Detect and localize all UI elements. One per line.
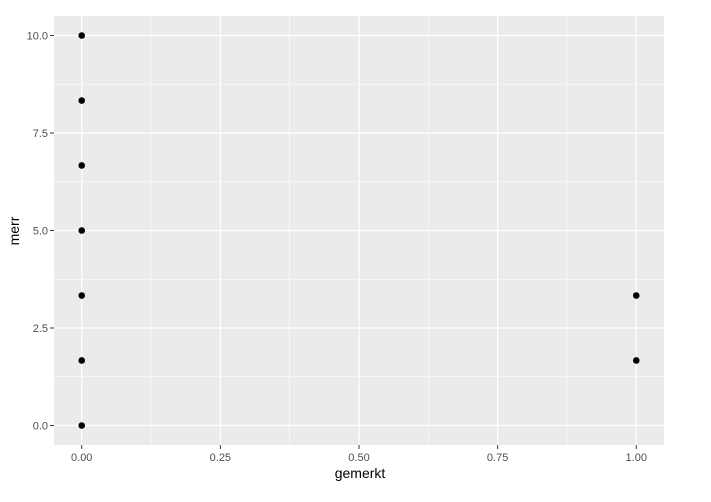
- x-tick-label: 0.25: [210, 452, 231, 464]
- major-gridlines: [54, 16, 664, 445]
- tick-labels: 0.00 0.25 0.50 0.75 1.00 0.0 2.5 5.0 7.5 10.0: [27, 31, 647, 465]
- data-point: [632, 357, 640, 364]
- data-point: [632, 292, 640, 299]
- x-tick-label: 0.75: [487, 452, 508, 464]
- y-tick-label: 2.5: [33, 323, 48, 335]
- x-tick-label: 0.00: [71, 452, 92, 464]
- data-point: [78, 422, 86, 429]
- data-point: [78, 32, 86, 39]
- x-axis-title: gemerkt: [335, 465, 386, 481]
- axis-ticks: [50, 35, 637, 449]
- data-points: [78, 32, 640, 429]
- data-point: [78, 97, 86, 104]
- x-tick-label: 1.00: [626, 452, 647, 464]
- y-tick-label: 5.0: [33, 226, 48, 238]
- y-axis-title: merr: [6, 216, 22, 245]
- y-tick-label: 7.5: [33, 128, 48, 140]
- data-point: [78, 357, 86, 364]
- data-point: [78, 162, 86, 169]
- y-tick-label: 0.0: [33, 421, 48, 433]
- x-tick-label: 0.50: [348, 452, 369, 464]
- y-tick-label: 10.0: [27, 31, 48, 43]
- data-point: [78, 292, 86, 299]
- data-point: [78, 227, 86, 234]
